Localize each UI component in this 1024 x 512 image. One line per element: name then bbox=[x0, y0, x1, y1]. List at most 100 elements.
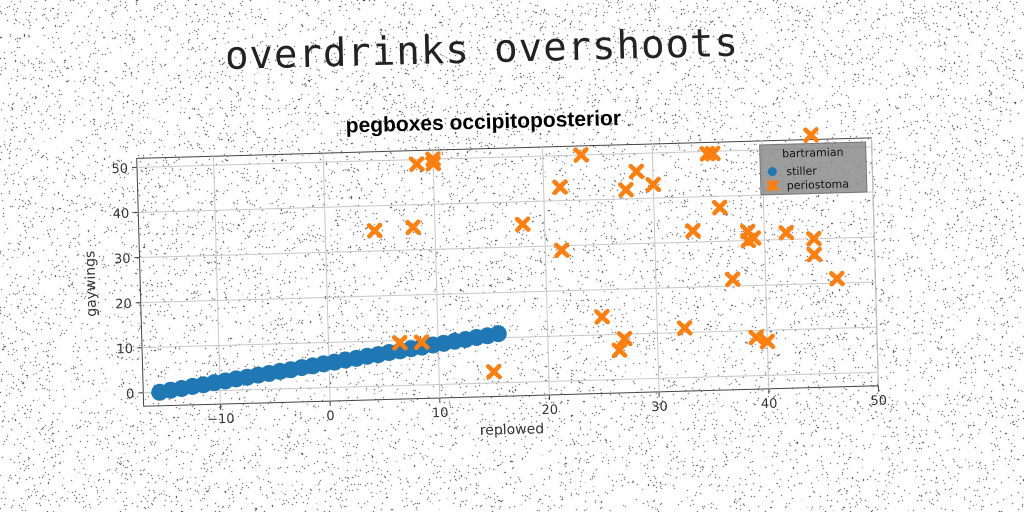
data-point-periostoma bbox=[806, 246, 823, 263]
legend: bartramian stiller periostoma bbox=[759, 141, 868, 196]
data-point-periostoma bbox=[553, 242, 570, 259]
legend-title: bartramian bbox=[782, 146, 844, 161]
x-marker-stroke bbox=[392, 334, 408, 351]
data-point-periostoma bbox=[645, 176, 662, 193]
x-grid-line bbox=[870, 137, 879, 386]
chart-title: pegboxes occipitoposterior bbox=[345, 107, 621, 138]
y-grid-line bbox=[138, 191, 873, 213]
legend-box bbox=[759, 141, 868, 196]
data-point-periostoma bbox=[391, 334, 408, 351]
x-marker-stroke bbox=[409, 156, 425, 172]
data-point-periostoma bbox=[778, 224, 795, 241]
x-marker-stroke bbox=[829, 270, 845, 287]
x-marker-stroke bbox=[367, 222, 383, 239]
y-grid-line bbox=[140, 281, 876, 304]
ticks: −10 0 10 20 30 40 50 0 10 20 30 40 50 bbox=[111, 162, 887, 428]
data-point-periostoma bbox=[745, 230, 762, 247]
x-tick-label: 40 bbox=[761, 397, 778, 412]
data-point-periostoma bbox=[748, 329, 765, 346]
data-point-periostoma bbox=[711, 199, 728, 216]
x-marker-stroke bbox=[677, 320, 693, 336]
data-point-periostoma bbox=[413, 334, 430, 351]
data-point-periostoma bbox=[803, 127, 819, 143]
x-marker-stroke bbox=[573, 147, 589, 163]
x-marker-stroke bbox=[552, 179, 568, 196]
x-marker-stroke bbox=[618, 181, 634, 198]
x-marker-stroke bbox=[645, 176, 661, 193]
y-grid-line bbox=[139, 236, 875, 259]
data-point-periostoma bbox=[611, 342, 628, 359]
grid bbox=[136, 137, 879, 405]
data-point-periostoma bbox=[552, 179, 568, 196]
x-marker-stroke bbox=[778, 224, 794, 241]
x-marker-stroke bbox=[806, 230, 822, 247]
legend-marker-periostoma bbox=[766, 179, 779, 192]
x-marker-stroke bbox=[806, 246, 822, 263]
x-marker-stroke bbox=[628, 163, 645, 180]
x-tick-label: 10 bbox=[432, 406, 449, 421]
x-grid-line bbox=[212, 156, 221, 405]
data-point-periostoma bbox=[405, 219, 421, 236]
data-point-periostoma bbox=[616, 330, 633, 347]
x-marker-stroke bbox=[425, 151, 441, 168]
data-point-periostoma bbox=[485, 363, 502, 380]
x-marker-stroke bbox=[748, 329, 764, 346]
x-marker-stroke bbox=[554, 242, 570, 259]
series-stiller bbox=[151, 325, 507, 401]
data-point-stiller bbox=[489, 325, 507, 343]
data-point-periostoma bbox=[408, 156, 425, 172]
legend-x-marker bbox=[766, 179, 779, 192]
x-grid-line bbox=[541, 147, 550, 395]
x-marker-stroke bbox=[515, 216, 531, 233]
data-point-periostoma bbox=[704, 145, 721, 162]
x-marker-stroke bbox=[414, 334, 430, 351]
data-point-periostoma bbox=[366, 222, 383, 239]
x-marker-stroke bbox=[705, 145, 721, 162]
data-point-periostoma bbox=[724, 271, 741, 288]
x-marker-stroke bbox=[611, 342, 628, 359]
x-marker-stroke bbox=[767, 179, 779, 192]
data-point-periostoma bbox=[514, 216, 531, 233]
x-tick-label: 30 bbox=[651, 400, 668, 415]
x-marker-stroke bbox=[803, 127, 819, 143]
data-point-periostoma bbox=[618, 181, 634, 198]
data-point-periostoma bbox=[594, 308, 610, 325]
x-marker-stroke bbox=[685, 222, 701, 239]
data-point-periostoma bbox=[685, 222, 701, 239]
data-point-periostoma bbox=[829, 270, 845, 287]
y-axis-label: gaywings bbox=[82, 250, 100, 317]
y-tick-label: 30 bbox=[114, 252, 131, 267]
x-marker-stroke bbox=[617, 330, 633, 347]
x-marker-stroke bbox=[712, 199, 728, 216]
x-axis-label: replowed bbox=[480, 421, 545, 439]
data-point-periostoma bbox=[759, 333, 776, 350]
x-tick-label: 0 bbox=[326, 409, 335, 424]
x-marker-stroke bbox=[725, 271, 741, 288]
y-grid-line bbox=[136, 146, 872, 168]
data-point-periostoma bbox=[573, 147, 590, 163]
x-marker-stroke bbox=[405, 219, 421, 236]
legend-label-stiller: stiller bbox=[786, 164, 817, 178]
x-marker-stroke bbox=[759, 333, 775, 350]
series-periostoma bbox=[366, 127, 845, 380]
x-marker-stroke bbox=[745, 230, 762, 247]
data-point-periostoma bbox=[806, 230, 822, 247]
y-tick-label: 40 bbox=[113, 207, 130, 222]
y-grid-line bbox=[143, 371, 879, 394]
legend-marker-stiller bbox=[767, 167, 777, 177]
series-layer bbox=[151, 127, 845, 401]
data-point-periostoma bbox=[628, 163, 645, 180]
data-point-periostoma bbox=[425, 151, 441, 168]
y-tick-label: 20 bbox=[115, 297, 132, 312]
x-marker-stroke bbox=[486, 363, 502, 380]
x-grid-line bbox=[432, 150, 441, 399]
x-marker-stroke bbox=[594, 308, 610, 325]
y-grid-line bbox=[142, 326, 877, 349]
x-tick-label: 50 bbox=[870, 394, 887, 409]
y-tick-label: 50 bbox=[111, 162, 128, 177]
x-tick-label: 20 bbox=[541, 403, 558, 418]
y-tick-label: 10 bbox=[116, 342, 133, 357]
chart-plot: −10 0 10 20 30 40 50 0 10 20 30 40 50 pegboxes occip… bbox=[82, 107, 887, 439]
